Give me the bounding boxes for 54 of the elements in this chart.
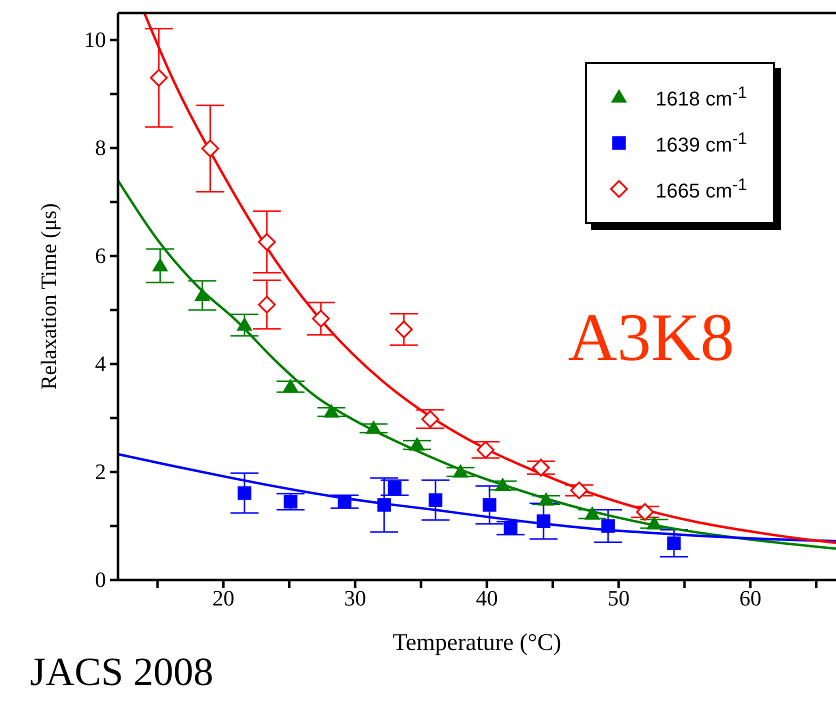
point bbox=[421, 410, 440, 428]
point bbox=[504, 521, 518, 535]
point bbox=[394, 320, 413, 338]
point bbox=[201, 140, 220, 158]
point bbox=[667, 536, 681, 550]
point bbox=[646, 516, 662, 530]
point bbox=[538, 492, 554, 506]
point bbox=[150, 68, 168, 87]
point bbox=[258, 296, 276, 314]
x-axis-title: Temperature (°C) bbox=[392, 630, 562, 656]
point bbox=[312, 310, 330, 328]
x-tick-label: 50 bbox=[608, 586, 630, 611]
point bbox=[258, 233, 276, 251]
legend-label: 1618 cm$^{-1}$ bbox=[655, 82, 747, 112]
annotation: A3K8 bbox=[568, 298, 734, 377]
legend-label: 1665 cm$^{-1}$ bbox=[655, 174, 747, 204]
text: JACS 2008 bbox=[30, 648, 214, 695]
point bbox=[236, 317, 252, 331]
x-tick-label: 20 bbox=[212, 586, 234, 611]
point bbox=[377, 498, 391, 512]
y-tick-label: 10 bbox=[84, 27, 106, 52]
line-series bbox=[118, 179, 836, 550]
legend-label: 1639 cm$^{-1}$ bbox=[655, 128, 747, 158]
y-tick-label: 0 bbox=[95, 567, 106, 592]
line-series bbox=[143, 13, 836, 544]
point bbox=[388, 480, 402, 494]
point bbox=[338, 494, 352, 508]
y-tick-label: 8 bbox=[95, 135, 106, 160]
point bbox=[494, 478, 511, 492]
point bbox=[366, 420, 382, 434]
point bbox=[323, 404, 340, 418]
x-tick-label: 60 bbox=[739, 586, 762, 611]
point bbox=[409, 437, 426, 451]
point bbox=[584, 506, 600, 520]
y-tick-label: 4 bbox=[95, 351, 106, 376]
point bbox=[452, 464, 469, 478]
y-axis-title: Relaxation Time (μs) bbox=[36, 203, 61, 390]
point bbox=[601, 519, 615, 533]
point bbox=[284, 494, 298, 508]
point bbox=[482, 498, 496, 512]
point bbox=[428, 493, 442, 507]
point bbox=[532, 458, 550, 477]
point bbox=[536, 514, 550, 528]
x-tick-label: 30 bbox=[344, 586, 366, 611]
point bbox=[476, 440, 494, 459]
point bbox=[282, 378, 299, 392]
x-tick-label: 40 bbox=[476, 586, 498, 611]
point bbox=[636, 503, 654, 521]
point bbox=[570, 481, 588, 500]
y-tick-label: 6 bbox=[95, 243, 106, 268]
point bbox=[194, 287, 210, 302]
point bbox=[152, 258, 168, 272]
point bbox=[238, 486, 252, 500]
y-tick-label: 2 bbox=[95, 459, 106, 484]
